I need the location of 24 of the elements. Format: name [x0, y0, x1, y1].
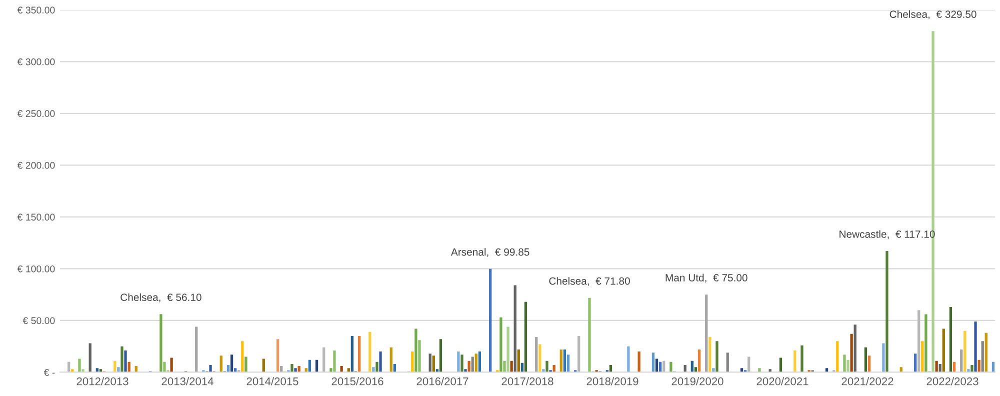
- y-tick-label: € 200.00: [17, 162, 55, 169]
- y-tick-label: € 250.00: [17, 110, 55, 118]
- x-tick-label: 2017/2018: [502, 377, 554, 386]
- data-label: Chelsea, € 329.50: [890, 10, 976, 20]
- y-tick-label: € 50.00: [22, 317, 55, 324]
- y-tick-label: € -: [44, 368, 55, 376]
- y-tick-label: € 150.00: [17, 214, 55, 221]
- data-label: Arsenal, € 99.85: [450, 248, 530, 257]
- y-tick-label: € 350.00: [17, 6, 55, 14]
- x-tick-label: 2015/2016: [332, 377, 384, 386]
- x-tick-label: 2014/2015: [246, 377, 298, 386]
- x-tick-label: 2022/2023: [926, 377, 978, 386]
- x-tick-label: 2012/2013: [76, 377, 128, 386]
- data-label: Chelsea, € 56.10: [120, 293, 202, 302]
- y-tick-label: € 100.00: [17, 265, 55, 272]
- y-tick-label: € 300.00: [17, 58, 55, 66]
- x-tick-label: 2016/2017: [416, 377, 468, 386]
- x-tick-label: 2018/2019: [586, 377, 638, 386]
- x-tick-label: 2021/2022: [842, 377, 894, 386]
- data-label: Man Utd, € 75.00: [666, 274, 748, 283]
- x-tick-label: 2020/2021: [756, 377, 808, 386]
- x-tick-label: 2019/2020: [672, 377, 724, 386]
- data-label: Chelsea, € 71.80: [549, 277, 630, 286]
- x-tick-label: 2013/2014: [162, 377, 214, 386]
